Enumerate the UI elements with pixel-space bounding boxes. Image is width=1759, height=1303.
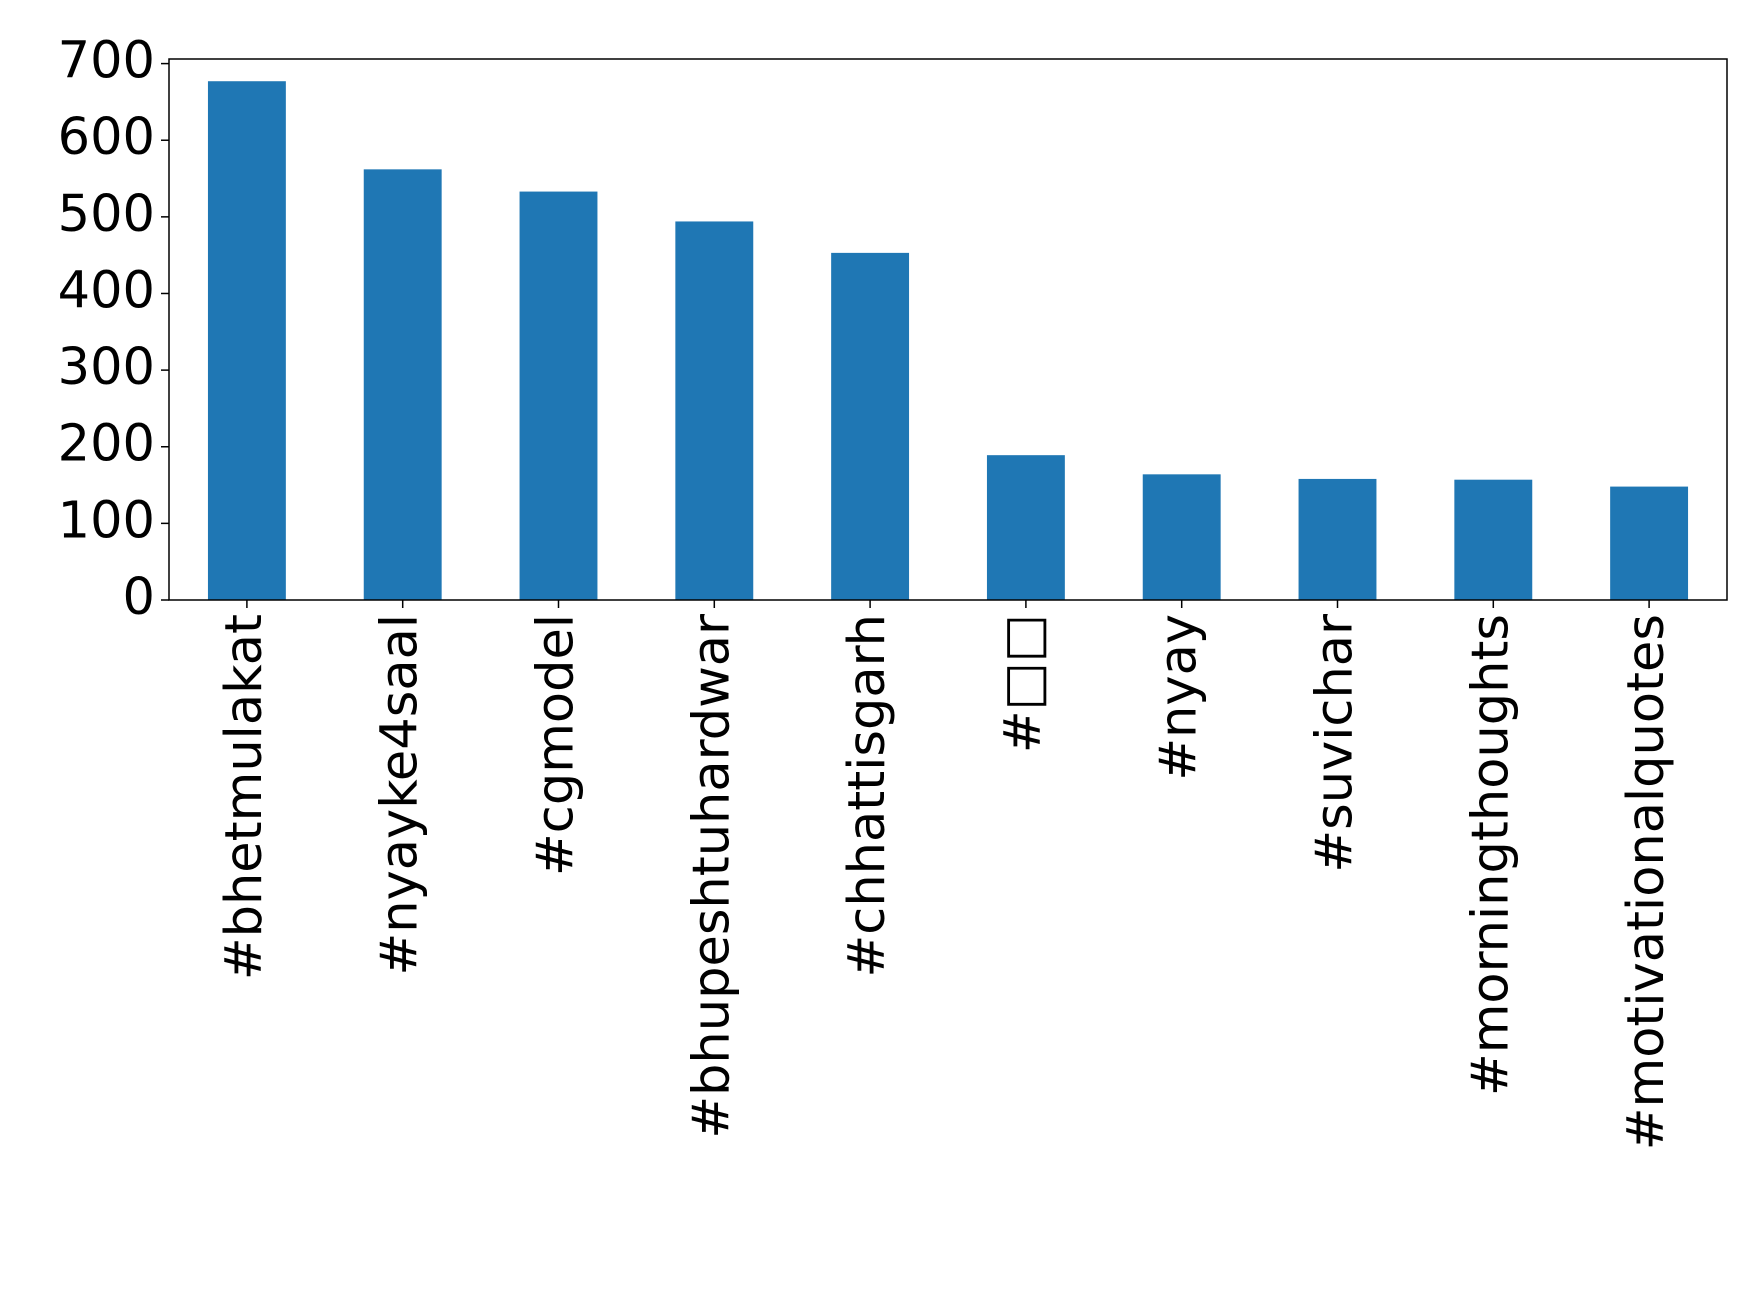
bar	[1610, 486, 1689, 600]
x-tick-label: #nyay	[1150, 614, 1209, 781]
plot-frame	[168, 58, 1728, 601]
bar	[1298, 478, 1377, 600]
bar	[831, 252, 910, 601]
bar	[519, 191, 598, 600]
bar	[1454, 479, 1533, 600]
y-tick-label: 500	[58, 185, 155, 244]
y-tick-label: 600	[58, 108, 155, 167]
bar	[986, 455, 1065, 600]
x-tick-label: #motivationalquotes	[1617, 614, 1676, 1150]
y-tick-label: 300	[58, 338, 155, 397]
bar	[207, 81, 286, 600]
x-tick-label: #nyayke4saal	[371, 614, 430, 975]
y-tick-label: 200	[58, 415, 155, 474]
x-tick-label: #suvichar	[1306, 614, 1365, 873]
bar	[1142, 474, 1221, 600]
x-tick-label: #cgmodel	[527, 614, 586, 876]
x-tick-label: #bhupeshtuhardwar	[682, 614, 741, 1139]
bar	[675, 221, 754, 601]
y-tick-label: 0	[123, 568, 155, 627]
x-tick-label: #morningthoughts	[1461, 614, 1520, 1096]
y-tick-label: 700	[58, 32, 155, 91]
y-tick-label: 400	[58, 261, 155, 320]
x-tick-label: #bhetmulakat	[215, 614, 274, 980]
bar	[363, 169, 442, 600]
y-tick-label: 100	[58, 491, 155, 550]
x-tick-label: #chhattisgarh	[838, 614, 897, 977]
x-tick-label: #□□	[994, 614, 1053, 753]
